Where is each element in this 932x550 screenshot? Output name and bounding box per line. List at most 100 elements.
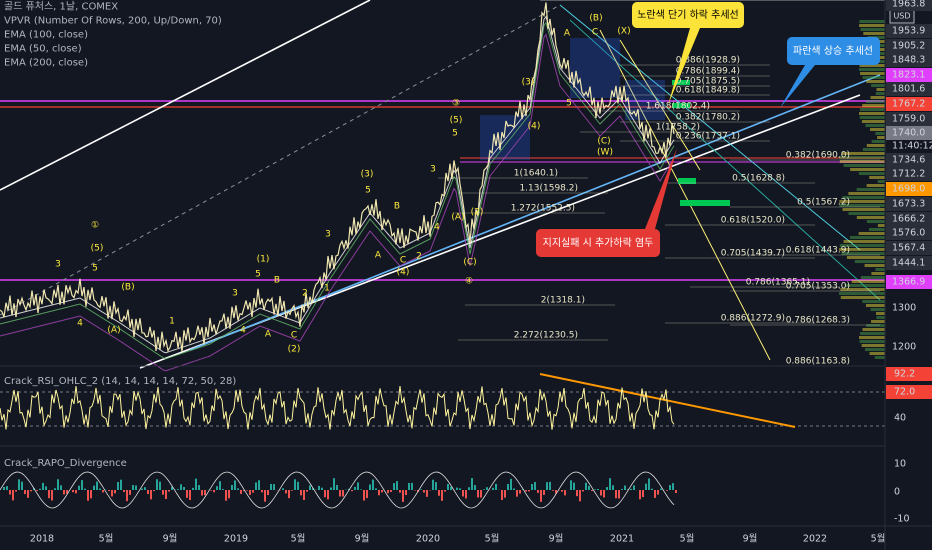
rapo-bar xyxy=(507,484,509,490)
rapo-bar xyxy=(165,490,167,500)
volume-bar xyxy=(839,248,885,251)
wave-label: (4) xyxy=(397,268,410,278)
rapo-bar xyxy=(90,490,92,499)
rapo-bar xyxy=(3,486,5,490)
rsi-line xyxy=(0,386,675,430)
fib-label: 0.886(1928.9) xyxy=(676,56,740,66)
fib-label: 1.618(1802.4) xyxy=(646,102,710,112)
rapo-bar xyxy=(645,483,647,490)
rapo-bar xyxy=(477,490,479,498)
wave-label: A xyxy=(564,29,571,39)
time-label: 2020 xyxy=(416,534,440,545)
volume-bar xyxy=(840,296,885,299)
rapo-bar xyxy=(435,482,437,490)
price-label: 1801.6 xyxy=(892,84,925,95)
rapo-bar xyxy=(639,490,641,500)
volume-bar xyxy=(839,160,885,163)
volume-bar xyxy=(875,132,885,135)
volume-bar xyxy=(877,44,885,47)
price-tag xyxy=(886,212,932,226)
rapo-bar xyxy=(396,481,398,490)
rapo-bar xyxy=(189,490,191,501)
rapo-bar xyxy=(111,490,113,497)
rapo-bar xyxy=(99,488,101,490)
rapo-bar xyxy=(102,490,104,493)
fib-label: 0.786(1268.3) xyxy=(786,316,850,326)
rapo-bar xyxy=(459,488,461,490)
rapo-title: Crack_RAPO_Divergence xyxy=(4,458,127,469)
rapo-bar xyxy=(219,481,221,490)
symbol-title: 골드 퓨처스, 1날, COMEX xyxy=(4,0,118,12)
volume-bar xyxy=(859,20,885,23)
rapo-bar xyxy=(144,487,146,490)
rapo-bar xyxy=(180,484,182,490)
currency[interactable]: USD xyxy=(893,12,910,21)
rapo-bar xyxy=(75,490,77,494)
rapo-bar xyxy=(366,490,368,499)
volume-bar xyxy=(860,332,885,335)
rapo-bar xyxy=(666,490,668,491)
volume-bar xyxy=(869,228,885,231)
wave-label: 3 xyxy=(325,230,331,240)
rapo-bar xyxy=(198,485,200,490)
ema-line xyxy=(0,33,675,372)
rapo-bar xyxy=(324,490,326,498)
rapo-bar xyxy=(621,488,623,490)
fib-label: 0.5(1628.8) xyxy=(732,174,785,184)
rapo-bar xyxy=(372,479,374,490)
rsi-tag xyxy=(886,367,932,381)
price-label: 1673.3 xyxy=(892,199,925,210)
fib-label: 0.786(1899.4) xyxy=(676,67,740,77)
rapo-bar xyxy=(243,490,245,492)
rapo-bar xyxy=(21,481,23,490)
rapo-bar xyxy=(411,482,413,490)
rapo-bar xyxy=(501,490,503,501)
volume-bar xyxy=(843,240,885,243)
price-label: 1963.8 xyxy=(892,0,925,10)
volume-bar xyxy=(839,292,885,295)
time-label: 5월 xyxy=(291,533,306,545)
price-label: 1712.2 xyxy=(892,169,925,180)
rapo-bar xyxy=(642,490,644,498)
rapo-bar xyxy=(27,490,29,498)
rapo-bar xyxy=(300,490,302,496)
rapo-bar xyxy=(78,485,80,490)
price-label: 1666.2 xyxy=(892,214,925,225)
rapo-bar xyxy=(222,489,224,490)
rapo-bar xyxy=(456,487,458,490)
rapo-bar xyxy=(336,484,338,490)
volume-bar xyxy=(859,64,885,67)
annotation-yellow: 노란색 단기 하락 추세선 xyxy=(632,2,744,105)
wave-label: (4) xyxy=(528,122,541,132)
rapo-bar xyxy=(549,481,551,490)
layer xyxy=(0,0,885,509)
rapo-bar xyxy=(594,489,596,490)
rapo-bar xyxy=(168,490,170,492)
time-label: 5월 xyxy=(680,533,695,545)
wave-label: 5 xyxy=(365,186,371,196)
rapo-bar xyxy=(81,480,83,490)
rapo-axis-label: 0 xyxy=(894,487,900,498)
rapo-bar xyxy=(402,490,404,502)
rapo-bar xyxy=(609,478,611,490)
rapo-bar xyxy=(405,490,407,495)
rsi-axis-label: 72.0 xyxy=(894,387,915,398)
price-label: 1953.9 xyxy=(892,26,925,37)
volume-bar xyxy=(840,288,885,291)
rapo-bar xyxy=(30,490,32,492)
rapo-bar xyxy=(24,490,26,495)
volume-bar xyxy=(866,324,885,327)
rapo-bar xyxy=(579,490,581,502)
annotation-blue: 파란색 상승 추세선 xyxy=(780,37,880,108)
rapo-bar xyxy=(354,486,356,490)
rapo-bar xyxy=(195,478,197,490)
rapo-bar xyxy=(426,490,428,497)
volume-bar xyxy=(859,336,885,339)
rapo-bar xyxy=(108,490,110,492)
volume-bar xyxy=(863,32,885,35)
volume-bar xyxy=(854,260,885,263)
wave-label: (B) xyxy=(589,14,602,24)
rapo-bar xyxy=(60,485,62,490)
price-tag xyxy=(886,97,932,111)
rapo-bar xyxy=(225,490,227,501)
